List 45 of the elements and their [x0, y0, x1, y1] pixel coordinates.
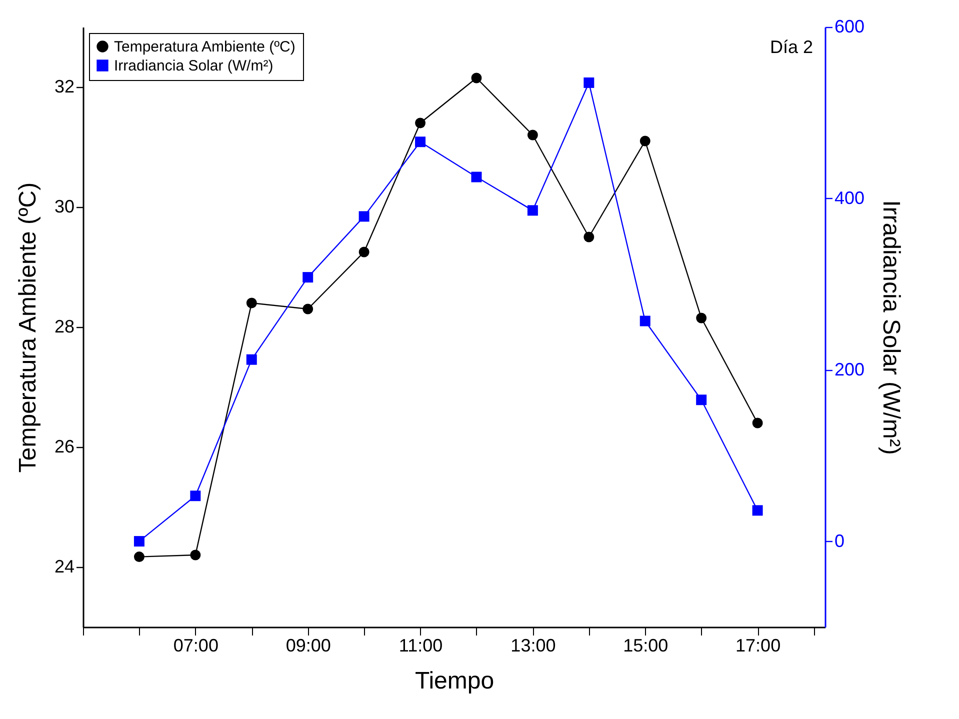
x-tick-label: 17:00	[736, 636, 781, 656]
x-tick-label: 13:00	[510, 636, 556, 656]
point	[246, 298, 257, 308]
point	[134, 552, 144, 562]
point	[246, 354, 257, 365]
y2-tick-label: 600	[834, 16, 865, 36]
point	[302, 272, 314, 283]
y2-tick-label: 0	[834, 530, 845, 551]
point	[527, 205, 538, 216]
point	[358, 246, 370, 258]
y-axis-title: Temperatura Ambiente (ºC)	[14, 182, 42, 473]
y-tick-label: 26	[54, 436, 74, 456]
point	[752, 418, 763, 428]
legend-label: Temperatura Ambiente (ºC)	[114, 38, 296, 56]
point	[358, 211, 370, 222]
annotation: Día 2	[770, 37, 813, 57]
point	[471, 172, 482, 182]
point	[640, 316, 650, 326]
point	[190, 490, 201, 502]
legend-label: Irradiancia Solar (W/m²)	[114, 58, 274, 74]
y-tick-label: 32	[54, 76, 74, 96]
y-tick-label: 30	[54, 196, 74, 216]
point	[415, 118, 426, 128]
x-tick-label: 11:00	[398, 636, 443, 656]
point	[190, 550, 201, 560]
point	[752, 505, 763, 516]
point	[584, 77, 594, 88]
point	[134, 536, 144, 547]
point	[584, 232, 594, 242]
point	[527, 130, 538, 140]
y-tick-label: 28	[54, 316, 74, 336]
x-tick-label: 09:00	[286, 636, 331, 656]
y-tick-label: 24	[54, 556, 74, 576]
y2-tick-label: 400	[834, 188, 865, 208]
point	[302, 304, 314, 314]
point	[415, 136, 426, 148]
point	[696, 312, 707, 324]
x-axis-title: Tiempo	[414, 668, 494, 694]
x-tick-label: 15:00	[623, 636, 668, 656]
y2-axis-title: Irradiancia Solar (W/m²)	[878, 200, 905, 455]
point	[640, 136, 650, 146]
point	[696, 394, 707, 406]
y2-tick-label: 200	[834, 359, 865, 380]
point	[471, 72, 482, 84]
x-tick-label: 07:00	[173, 636, 218, 656]
